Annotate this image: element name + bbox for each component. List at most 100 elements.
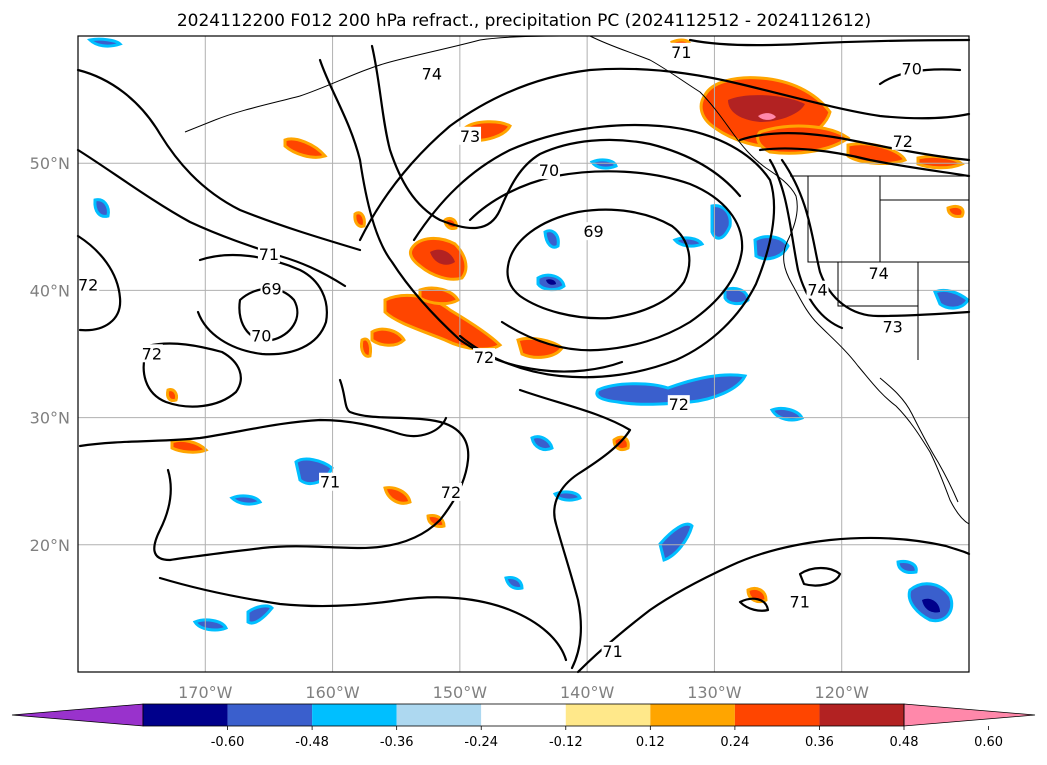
- precip-area-strong: [728, 95, 805, 122]
- contour-label-background: [891, 131, 914, 150]
- colorbar-tick-label: 0.48: [890, 735, 919, 750]
- precip-area-positive: [170, 438, 209, 454]
- contour-line: [576, 536, 971, 674]
- contour-label-background: [420, 64, 443, 83]
- precip-area-positive: [612, 435, 630, 452]
- contour-label-background: [140, 344, 163, 363]
- precip-area-positive: [370, 327, 406, 347]
- latitude-label: 40°N: [30, 281, 70, 300]
- contour-label-background: [260, 279, 283, 298]
- contour-label: 69: [261, 279, 281, 298]
- contour-label: 71: [790, 592, 810, 611]
- contour-line: [78, 416, 448, 448]
- graticule: [78, 36, 969, 672]
- colorbar-segment: [481, 704, 566, 726]
- longitude-label: 140°W: [560, 683, 615, 702]
- colorbar-segment: [819, 704, 904, 726]
- north-america-west-coast: [589, 35, 970, 525]
- colorbar-segment: [143, 704, 228, 726]
- colorbar-tick-label: -0.12: [549, 735, 583, 750]
- contour-label: 69: [583, 222, 603, 241]
- contour-label-background: [439, 482, 462, 501]
- colorbar-segment: [565, 704, 651, 726]
- contour-label-background: [806, 280, 829, 299]
- contour-line: [76, 234, 122, 332]
- precip-area-positive: [946, 204, 965, 218]
- contour-label-background: [77, 275, 100, 294]
- latitude-label: 20°N: [30, 536, 70, 555]
- state-borders: [807, 176, 969, 360]
- contour-label-background: [900, 59, 923, 78]
- contour-label: 72: [474, 348, 494, 367]
- contour-label-background: [582, 222, 605, 241]
- contour-label: 70: [251, 326, 271, 345]
- precip-area-negative: [672, 236, 705, 248]
- contour-label-background: [670, 42, 693, 61]
- colorbar-segment: [396, 704, 482, 726]
- colorbar-outline: [142, 703, 905, 727]
- contour-label: 72: [441, 483, 461, 502]
- precip-area-negative: [589, 158, 618, 170]
- map-frame: [77, 35, 970, 673]
- precip-area-negative: [896, 560, 918, 574]
- contour-line: [358, 67, 971, 242]
- contour-label-background: [473, 348, 496, 367]
- latitude-label: 30°N: [30, 409, 70, 428]
- contour-line: [738, 132, 971, 162]
- colorbar-tick-label: 0.60: [974, 735, 1003, 750]
- contour-label: 73: [460, 127, 480, 146]
- longitude-tick-labels: 170°W 160°W 150°W 140°W 130°W 120°W: [178, 683, 869, 702]
- contour-label: 71: [671, 43, 691, 62]
- precip-area-positive: [353, 211, 366, 228]
- contour-line: [758, 147, 971, 178]
- contour-label: 70: [539, 161, 559, 180]
- longitude-label: 150°W: [433, 683, 488, 702]
- colorbar-segment: [734, 704, 820, 726]
- precip-area-negative: [658, 522, 694, 562]
- contour-line: [738, 597, 770, 612]
- contour-label: 74: [868, 264, 888, 283]
- precip-area-negative: [753, 235, 790, 261]
- colorbar-segment: [650, 704, 735, 726]
- contour-line: [688, 38, 971, 47]
- contour-label: 71: [602, 642, 622, 661]
- colorbar-segment: [312, 704, 397, 726]
- precip-area-negative: [552, 490, 582, 502]
- contour-line: [780, 158, 971, 318]
- contour-line: [412, 123, 776, 379]
- longitude-label: 120°W: [815, 683, 870, 702]
- contour-label: 74: [807, 281, 827, 300]
- precip-area-strong: [430, 249, 455, 265]
- map-panel: 71 70 74 73 72 70 69 71 69 72 70 72 74 74 73 72 72 71 72 71…: [76, 35, 971, 674]
- colorbar-segment: [227, 704, 313, 726]
- colorbar-tick-label: 0.12: [636, 735, 665, 750]
- precip-area-negative: [543, 229, 560, 249]
- contour-line: [506, 208, 691, 320]
- aleutian-chain: [184, 119, 216, 133]
- contour-label: 72: [142, 344, 162, 363]
- precip-area-negative: [504, 576, 524, 590]
- contour-label: 72: [78, 276, 98, 295]
- precip-area-negative: [86, 37, 123, 48]
- contour-label-background: [601, 641, 624, 660]
- precip-area-negative: [595, 373, 748, 406]
- precip-area-negative: [530, 435, 554, 452]
- precip-area-strong-negative: [922, 598, 940, 613]
- longitude-label: 130°W: [687, 683, 742, 702]
- contour-label-background: [667, 395, 690, 414]
- baja-coast: [879, 377, 959, 503]
- contour-label-background: [257, 245, 280, 264]
- colorbar-tick-label: -0.60: [211, 735, 245, 750]
- colorbar-tick-label: -0.24: [464, 735, 498, 750]
- contour-label: 70: [902, 59, 922, 78]
- contour-line: [370, 44, 742, 230]
- colorbar-tick-label: 0.36: [805, 735, 834, 750]
- contour-label-background: [881, 317, 904, 336]
- contour-label-background: [537, 161, 560, 180]
- precip-area-positive: [166, 388, 178, 402]
- coastlines: [184, 35, 970, 525]
- contour-label-background: [319, 472, 342, 491]
- latitude-label: 50°N: [30, 154, 70, 173]
- contour-label-background: [250, 326, 273, 345]
